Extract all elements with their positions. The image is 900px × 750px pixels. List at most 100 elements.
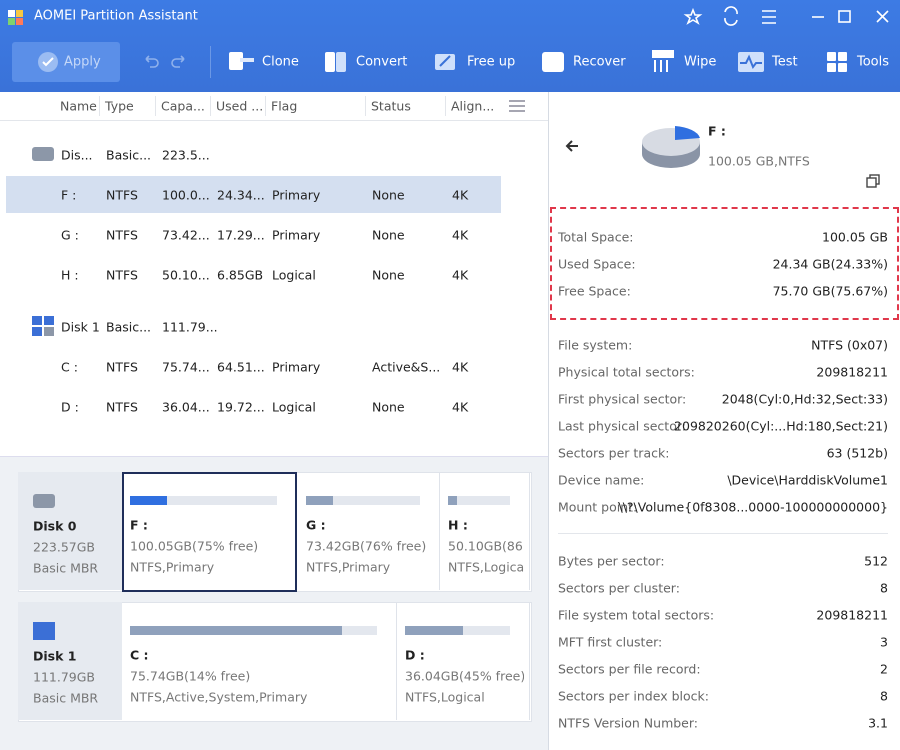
divider — [548, 92, 549, 750]
toolbar-button[interactable]: Tools — [857, 54, 890, 70]
partition-name: G : — [306, 517, 326, 533]
table-cell: 17.29... — [217, 227, 265, 243]
disk-name: Disk 0 — [33, 518, 77, 534]
partition-block[interactable] — [397, 602, 530, 720]
partition-name: H : — [448, 517, 468, 533]
partition-size: 75.74GB(14% free) — [130, 668, 251, 684]
column-divider — [99, 96, 100, 116]
table-cell: H : — [61, 267, 79, 283]
property-value: 8 — [880, 580, 888, 596]
property-value: 512 — [864, 553, 888, 569]
table-cell: 50.10... — [162, 267, 210, 283]
table-cell: Active&S... — [372, 359, 441, 375]
usage-bar-fill — [448, 496, 457, 505]
property-label: File system: — [558, 337, 633, 353]
property-label: Total Space: — [558, 229, 634, 245]
table-cell: NTFS — [106, 359, 138, 375]
partition-size: 100.05GB(75% free) — [130, 538, 259, 554]
property-label: Sectors per index block: — [558, 688, 709, 704]
property-label: Last physical sector: — [558, 418, 686, 434]
column-header: Capa... — [161, 98, 205, 114]
property-label: Sectors per cluster: — [558, 580, 680, 596]
property-label: NTFS Version Number: — [558, 715, 699, 731]
column-divider — [365, 96, 366, 116]
table-cell: 4K — [452, 399, 469, 415]
table-cell: 6.85GB — [217, 267, 264, 283]
apply-icon — [38, 52, 58, 72]
header-bar — [0, 0, 900, 92]
usage-bar-track — [306, 496, 420, 505]
partition-block[interactable] — [122, 602, 397, 720]
property-value: 2048(Cyl:0,Hd:32,Sect:33) — [721, 391, 888, 407]
disk-info — [18, 602, 122, 720]
property-value: \\?\Volume{0f8308...0000-100000000000} — [618, 499, 888, 515]
column-header: Type — [105, 98, 134, 114]
table-cell: 4K — [452, 267, 469, 283]
column-divider — [155, 96, 156, 116]
disk-icon — [33, 622, 55, 640]
toolbar-button[interactable]: Test — [772, 54, 798, 70]
table-cell: 4K — [452, 227, 469, 243]
partition-block[interactable] — [298, 472, 440, 590]
highlight-box — [550, 207, 899, 320]
table-cell: Basic... — [106, 319, 152, 335]
disk-size: 111.79GB — [33, 669, 95, 685]
toolbar-button[interactable]: Recover — [573, 54, 626, 70]
property-value: NTFS (0x07) — [811, 337, 888, 353]
table-cell: None — [372, 267, 405, 283]
table-header — [0, 92, 548, 121]
undo-redo-icons[interactable] — [142, 53, 192, 71]
toolbar-button[interactable]: Clone — [262, 54, 299, 70]
partition-info: NTFS,Primary — [130, 559, 215, 575]
usage-bar-track — [130, 496, 277, 505]
apply-button[interactable] — [12, 42, 120, 82]
usage-bar-track — [448, 496, 510, 505]
toolbar-icons — [8, 6, 889, 72]
table-cell: D : — [61, 399, 79, 415]
table-cell: Logical — [272, 399, 316, 415]
toolbar-button[interactable]: Wipe — [684, 54, 717, 70]
property-value: 100.05 GB — [822, 229, 888, 245]
partition-block[interactable] — [122, 472, 297, 592]
apply-label[interactable]: Apply — [64, 54, 101, 70]
table-cell: 36.04... — [162, 399, 210, 415]
column-divider — [445, 96, 446, 116]
partition-size: 73.42GB(76% free) — [306, 538, 427, 554]
table-cell: None — [372, 187, 405, 203]
table-cell: None — [372, 227, 405, 243]
partition-block[interactable] — [440, 472, 530, 590]
column-divider — [210, 96, 211, 116]
partition-name: F : — [130, 517, 148, 533]
selected-row — [6, 176, 501, 213]
table-cell: NTFS — [106, 227, 138, 243]
partition-size: 50.10GB(86... — [448, 538, 524, 554]
property-label: Physical total sectors: — [558, 364, 695, 380]
partition-info: NTFS,Logical — [448, 559, 524, 575]
back-button[interactable] — [562, 136, 582, 156]
table-cell: 223.5... — [162, 147, 210, 163]
partition-title: F : — [708, 123, 726, 139]
separator — [558, 533, 888, 534]
table-cell: Primary — [272, 359, 321, 375]
property-value: 209818211 — [816, 364, 888, 380]
property-label: Mount point: — [558, 499, 638, 515]
partition-name: C : — [130, 647, 149, 663]
usage-bar-fill — [405, 626, 463, 635]
column-settings[interactable] — [505, 98, 529, 116]
toolbar-button[interactable]: Free up — [467, 54, 516, 70]
table-cell: Primary — [272, 227, 321, 243]
toolbar-button[interactable]: Convert — [356, 54, 408, 70]
disk-icon — [32, 316, 54, 336]
property-label: Bytes per sector: — [558, 553, 665, 569]
property-value: 3 — [880, 634, 888, 650]
disk-name: Disk 1 — [33, 648, 77, 664]
table-cell: 19.72... — [217, 399, 265, 415]
property-label: Sectors per track: — [558, 445, 670, 461]
pie-icon — [642, 126, 700, 168]
property-label: Used Space: — [558, 256, 636, 272]
table-cell: NTFS — [106, 187, 138, 203]
copy-icon[interactable] — [865, 173, 881, 189]
property-value: \Device\HarddiskVolume1 — [727, 472, 888, 488]
table-cell: Dis... — [61, 147, 93, 163]
partition-name: D : — [405, 647, 425, 663]
